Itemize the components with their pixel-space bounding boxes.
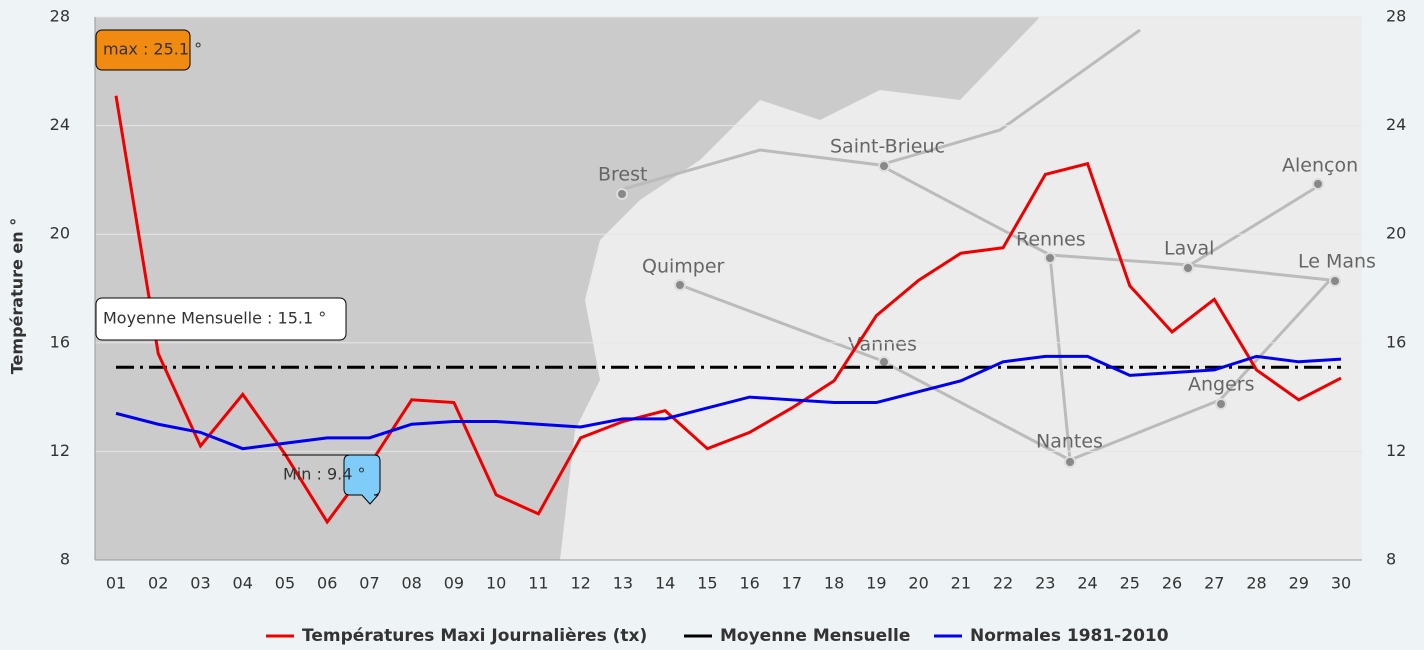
x-tick-label: 28 [1246,574,1266,593]
map-city-dot [878,160,890,172]
map-city-dot [1182,262,1194,274]
annotation-box [282,454,381,505]
x-tick-label: 23 [1035,574,1055,593]
x-tick-label: 27 [1204,574,1224,593]
map-city-dot [1044,252,1056,264]
x-tick-label: 02 [148,574,168,593]
map-city-dot [1312,178,1324,190]
map-city-label: Vannes [848,334,917,356]
map-city-label: Laval [1164,238,1214,260]
y-tick-label: 8 [60,550,70,569]
x-tick-label: 06 [317,574,337,593]
annotation-text: Min : 9.4 ° [283,465,365,484]
x-tick-label: 11 [528,574,548,593]
x-tick-label: 21 [951,574,971,593]
y2-tick-label: 8 [1386,550,1396,569]
x-tick-label: 13 [613,574,633,593]
y-axis-label: Température en ° [8,218,27,374]
map-city-dot [1064,456,1076,468]
y-tick-label: 12 [50,441,70,460]
x-tick-label: 14 [655,574,675,593]
x-tick-label: 15 [697,574,717,593]
annotation: max : 25.1 ° [95,29,202,71]
legend-label: Températures Maxi Journalières (tx) [302,626,647,646]
legend-label: Normales 1981-2010 [970,626,1169,646]
map-city-label: Rennes [1016,229,1086,251]
x-tick-label: 29 [1289,574,1309,593]
map-city-dot [674,279,686,291]
map-city-label: Angers [1188,374,1255,396]
legend-label: Moyenne Mensuelle [720,626,910,646]
y-tick-label: 28 [50,7,70,26]
annotation-text: max : 25.1 ° [103,40,202,59]
x-tick-label: 26 [1162,574,1182,593]
x-tick-label: 16 [739,574,759,593]
y2-tick-label: 28 [1386,7,1406,26]
map-city-dot [616,188,628,200]
y2-tick-label: 24 [1386,115,1406,134]
series-line [114,95,1342,525]
x-tick-label: 05 [275,574,295,593]
x-tick-label: 09 [444,574,464,593]
x-tick-label: 17 [782,574,802,593]
x-tick-label: 20 [908,574,928,593]
map-city-dot [1329,275,1341,287]
annotation: Min : 9.4 ° [282,454,381,505]
x-tick-label: 19 [866,574,886,593]
map-city-dot [878,356,890,368]
map-city-label: Saint-Brieuc [830,136,945,158]
x-tick-label: 07 [359,574,379,593]
y2-tick-label: 20 [1386,224,1406,243]
annotation-text: Moyenne Mensuelle : 15.1 ° [103,309,326,328]
annotation-box [95,297,347,341]
x-tick-label: 12 [570,574,590,593]
series-line [115,354,1342,451]
y-tick-label: 20 [50,224,70,243]
x-tick-label: 25 [1120,574,1140,593]
x-tick-label: 18 [824,574,844,593]
map-city-dot [1215,398,1227,410]
x-tick-label: 04 [233,574,253,593]
x-tick-label: 01 [106,574,126,593]
x-tick-label: 30 [1331,574,1351,593]
x-tick-label: 24 [1077,574,1097,593]
x-tick-label: 10 [486,574,506,593]
annotation: Moyenne Mensuelle : 15.1 ° [95,297,347,341]
map-city-label: Quimper [642,256,725,278]
map-city-label: Le Mans [1298,251,1376,273]
x-tick-label: 08 [402,574,422,593]
annotation-box [95,29,191,71]
y-tick-label: 24 [50,115,70,134]
y2-tick-label: 12 [1386,441,1406,460]
map-city-label: Brest [598,164,647,186]
y2-tick-label: 16 [1386,332,1406,351]
x-tick-label: 03 [190,574,210,593]
map-city-label: Nantes [1036,431,1103,453]
x-tick-label: 22 [993,574,1013,593]
map-city-label: Alençon [1282,155,1358,177]
y-tick-label: 16 [50,332,70,351]
